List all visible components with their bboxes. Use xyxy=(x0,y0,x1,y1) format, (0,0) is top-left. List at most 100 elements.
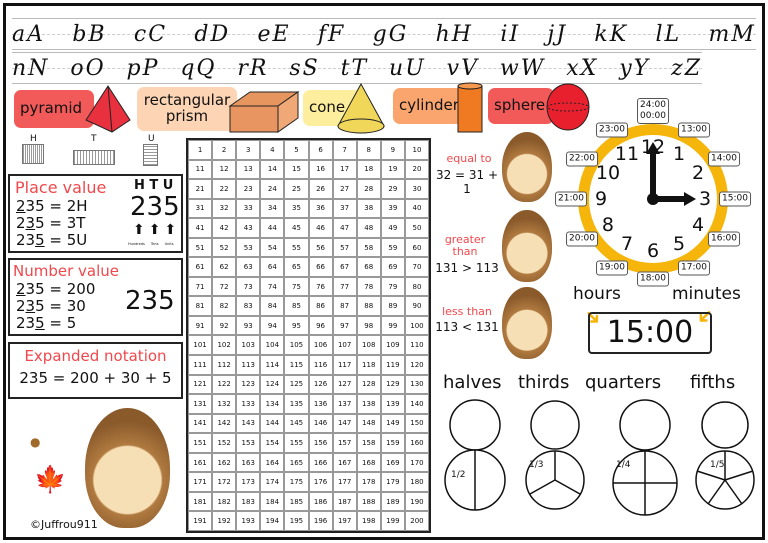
hedgehog-less-than-icon xyxy=(502,287,552,359)
chart-cell: 175 xyxy=(284,472,309,492)
chart-cell: 82 xyxy=(212,296,237,316)
chart-cell: 32 xyxy=(212,198,237,219)
fraction-title: halves xyxy=(443,372,502,393)
chart-cell: 92 xyxy=(212,315,237,336)
number-value-line: 235 = 200 xyxy=(16,280,96,298)
chart-cell: 142 xyxy=(212,413,237,434)
chart-cell: 149 xyxy=(380,413,405,434)
place-value-number: 235 xyxy=(130,192,180,222)
chart-cell: 128 xyxy=(356,374,381,395)
chart-cell: 4 xyxy=(260,140,285,160)
chart-cell: 90 xyxy=(404,296,429,316)
comparison-label: equal to xyxy=(446,152,492,165)
chart-cell: 118 xyxy=(356,355,381,375)
cursive-letter: rR xyxy=(237,55,269,81)
chart-cell: 158 xyxy=(356,433,381,453)
chart-cell: 41 xyxy=(188,218,213,238)
chart-cell: 39 xyxy=(380,198,405,219)
number-value-title: Number value xyxy=(13,262,119,280)
kid-quarters xyxy=(612,399,678,516)
chart-cell: 63 xyxy=(236,257,261,277)
expanded-equation: 235 = 200 + 30 + 5 xyxy=(19,369,172,387)
chart-cell: 47 xyxy=(332,218,357,238)
comparison-label: less than xyxy=(442,305,492,318)
chart-cell: 89 xyxy=(380,296,405,316)
number-value-line: 235 = 5 xyxy=(16,314,77,332)
cursive-letter: tT xyxy=(340,55,369,81)
chart-cell: 169 xyxy=(380,452,405,473)
pyramid-icon xyxy=(85,85,131,133)
chart-cell: 198 xyxy=(356,511,381,531)
chart-cell: 146 xyxy=(308,413,333,434)
chart-cell: 139 xyxy=(380,394,405,414)
chart-cell: 52 xyxy=(212,237,237,258)
chart-cell: 157 xyxy=(332,433,357,453)
chart-cell: 19 xyxy=(380,159,405,180)
chart-cell: 191 xyxy=(188,511,213,531)
chart-cell: 184 xyxy=(260,491,285,512)
clock-24h-label: 13:00 xyxy=(678,122,710,138)
chart-cell: 101 xyxy=(188,335,213,356)
hedgehog-greater-than-icon xyxy=(502,210,552,282)
cursive-letter: fF xyxy=(317,21,346,47)
clock-number: 9 xyxy=(594,188,608,210)
clock-number: 2 xyxy=(691,162,705,184)
chart-cell: 119 xyxy=(380,355,405,375)
chart-cell: 29 xyxy=(380,179,405,199)
chart-cell: 17 xyxy=(332,159,357,180)
chart-cell: 125 xyxy=(284,374,309,395)
cursive-letter: aA xyxy=(12,21,46,47)
chart-cell: 145 xyxy=(284,413,309,434)
chart-cell: 33 xyxy=(236,198,261,219)
chart-cell: 95 xyxy=(284,315,309,336)
fraction-label: 1/3 xyxy=(529,460,544,470)
clock-24h-label: 14:00 xyxy=(708,151,740,167)
units-label: U xyxy=(148,134,155,144)
shape-label-sphere: sphere xyxy=(488,88,554,124)
chart-cell: 43 xyxy=(236,218,261,238)
chart-cell: 150 xyxy=(404,413,429,434)
chart-cell: 10 xyxy=(404,140,429,160)
chart-cell: 87 xyxy=(332,296,357,316)
cursive-letter: eE xyxy=(257,21,291,47)
clock-24h-label: 21:00 xyxy=(555,191,587,207)
chart-cell: 197 xyxy=(332,511,357,531)
chart-cell: 111 xyxy=(188,355,213,375)
chart-cell: 188 xyxy=(356,491,381,512)
chart-cell: 1 xyxy=(188,140,213,160)
hundreds-block-icon xyxy=(22,144,44,164)
chart-cell: 154 xyxy=(260,433,285,453)
cylinder-icon xyxy=(457,82,483,133)
clock-number: 5 xyxy=(672,233,686,256)
chart-cell: 49 xyxy=(380,218,405,238)
chart-cell: 152 xyxy=(212,433,237,453)
digital-time-display: 15:00 xyxy=(588,312,712,354)
chart-cell: 21 xyxy=(188,179,213,199)
chart-cell: 56 xyxy=(308,237,333,258)
chart-cell: 35 xyxy=(284,198,309,219)
chart-cell: 31 xyxy=(188,198,213,219)
kid-thirds xyxy=(525,400,585,510)
chart-cell: 115 xyxy=(284,355,309,375)
cursive-letter: hH xyxy=(435,21,473,47)
arrow-labels: Hundreds Tens Units xyxy=(128,242,174,246)
chart-cell: 78 xyxy=(356,276,381,297)
chart-cell: 97 xyxy=(332,315,357,336)
chart-cell: 86 xyxy=(308,296,333,316)
chart-cell: 64 xyxy=(260,257,285,277)
chart-cell: 114 xyxy=(260,355,285,375)
fraction-label: 1/5 xyxy=(710,460,725,470)
expanded-title: Expanded notation xyxy=(24,347,167,365)
chart-cell: 173 xyxy=(236,472,261,492)
chart-cell: 18 xyxy=(356,159,381,180)
chart-cell: 171 xyxy=(188,472,213,492)
chart-cell: 107 xyxy=(332,335,357,356)
clock-number: 4 xyxy=(691,214,705,236)
chart-cell: 176 xyxy=(308,472,333,492)
tens-label: T xyxy=(91,134,97,144)
clock-number: 8 xyxy=(601,214,614,236)
comparison-example: 131 > 113 xyxy=(435,261,499,275)
chart-cell: 62 xyxy=(212,257,237,277)
clock-24h-label: 16:00 xyxy=(708,231,740,247)
htu-header: H T U xyxy=(134,178,174,193)
